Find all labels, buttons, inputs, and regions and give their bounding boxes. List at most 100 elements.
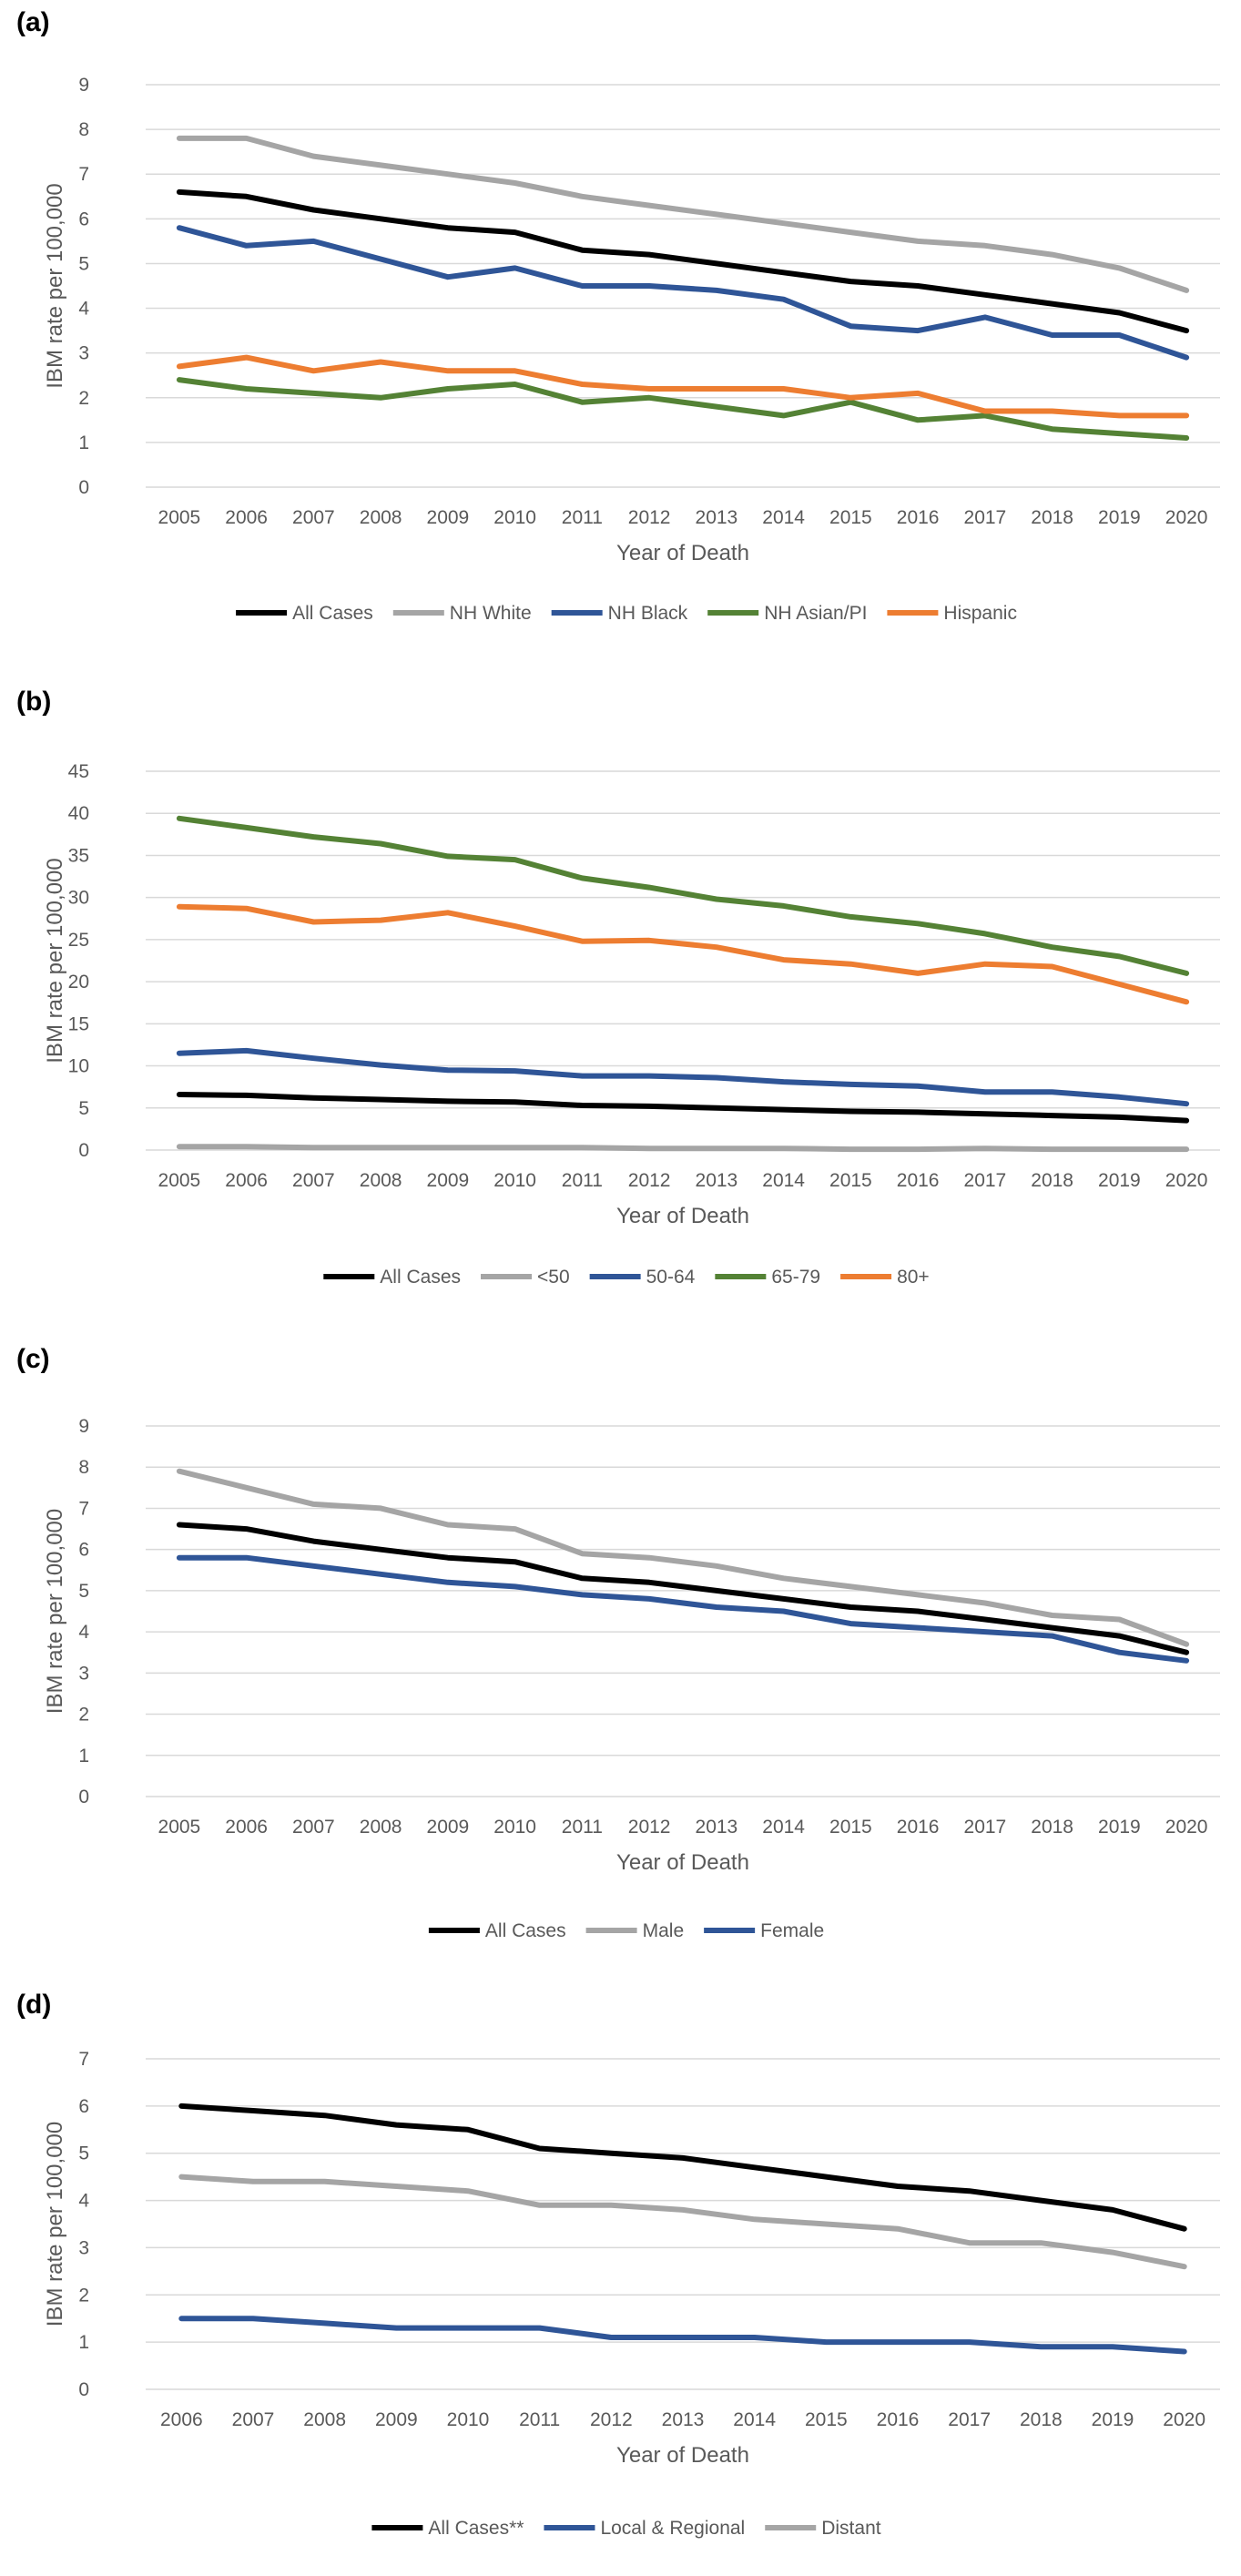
x-tick-label: 2017 [964,1170,1007,1191]
line-chart-c: 0 1 2 3 4 5 6 7 8 9 2005 2006 2007 2008 2009 2010 2011 20… [43,1416,1220,1941]
x-tick-label: 2009 [375,2409,418,2430]
legend: All Cases <50 50-64 65-79 80+ [323,1267,930,1288]
y-tick-label: 35 [68,845,89,866]
x-tick-label: 2011 [519,2409,560,2430]
series-line [176,1522,1190,1655]
legend-item: Distant [765,2518,881,2539]
legend-item: Female [704,1920,824,1941]
y-tick-label: 4 [78,1622,89,1643]
x-tick-label: 2015 [829,1170,872,1191]
y-tick-label: 5 [78,1581,89,1602]
x-tick-label: 2015 [829,1817,872,1838]
legend-label: 50-64 [646,1267,696,1288]
y-axis-title: IBM rate per 100,000 [43,1509,67,1714]
x-tick-label: 2020 [1165,1817,1208,1838]
x-tick-label: 2014 [762,1817,805,1838]
series-line [176,1144,1190,1153]
x-tick-label: 2005 [158,1170,201,1191]
y-tick-label: 7 [78,164,89,185]
y-tick-label: 2 [78,388,89,409]
y-axis-title: IBM rate per 100,000 [43,2122,67,2327]
y-tick-label: 7 [78,2049,89,2070]
gridlines [146,84,1220,488]
y-tick-label: 2 [78,1705,89,1726]
series-line [176,1047,1190,1107]
series-line [176,815,1190,976]
x-tick-label: 2015 [829,507,872,528]
y-tick-label: 3 [78,2237,89,2258]
y-tick-label: 1 [78,433,89,453]
x-tick-label: 2018 [1031,507,1073,528]
x-tick-label: 2019 [1098,1170,1141,1191]
line-chart-b: 0 5 10 15 20 25 30 35 40 45 2005 2006 2007 2008 2009 20… [43,761,1220,1288]
series-line [176,903,1190,1005]
legend-label: Female [760,1920,824,1941]
x-tick-label: 2020 [1163,2409,1205,2430]
gridlines [146,1425,1220,1797]
x-tick-label: 2007 [292,507,335,528]
legend-item: All Cases [236,603,373,624]
x-tick-label: 2020 [1165,1170,1208,1191]
y-tick-label: 40 [68,803,89,824]
x-tick-label: 2009 [427,1817,470,1838]
x-tick-label: 2013 [662,2409,705,2430]
x-axis-title: Year of Death [616,2443,749,2468]
x-tick-label: 2010 [493,507,536,528]
legend-label: NH White [450,603,532,624]
y-tick-label: 6 [78,209,89,229]
x-tick-label: 2005 [158,1817,201,1838]
legend-item: 65-79 [715,1267,820,1288]
x-tick-label: 2016 [897,1817,940,1838]
legend: All Cases NH White NH Black NH Asian/PI Hisp… [236,603,1017,624]
x-tick-label: 2006 [225,1170,268,1191]
y-tick-label: 20 [68,972,89,993]
x-tick-label: 2014 [733,2409,776,2430]
legend: All Cases Male Female [428,1920,824,1941]
x-tick-label: 2014 [762,1170,805,1191]
x-tick-label: 2010 [447,2409,490,2430]
legend-item: NH Black [551,603,688,624]
y-axis-title: IBM rate per 100,000 [43,858,67,1063]
y-tick-label: 0 [78,2379,89,2400]
panel-label: (c) [16,1344,50,1374]
x-tick-label: 2006 [225,507,268,528]
x-tick-label: 2016 [897,1170,940,1191]
y-tick-label: 5 [78,2143,89,2164]
y-tick-label: 4 [78,2191,89,2212]
x-tick-label: 2019 [1098,1817,1141,1838]
x-tick-label: 2008 [303,2409,346,2430]
chart-panel-a: (a) 0 1 2 3 4 5 6 7 8 9 2005 2006 2007 2008 2009 2010 20… [0,0,1241,637]
y-tick-label: 7 [78,1498,89,1519]
y-tick-label: 9 [78,1416,89,1437]
x-tick-label: 2017 [964,1817,1007,1838]
x-tick-label: 2006 [160,2409,203,2430]
x-tick-label: 2008 [360,1170,402,1191]
legend-item: All Cases** [371,2518,524,2539]
series-line [176,135,1190,293]
legend-label: Male [643,1920,685,1941]
legend: All Cases** Local & Regional Distant [371,2518,881,2539]
x-tick-label: 2011 [562,1170,603,1191]
x-tick-label: 2008 [360,1817,402,1838]
y-tick-label: 10 [68,1056,89,1077]
series-line [176,354,1190,419]
x-tick-label: 2011 [562,1817,603,1838]
legend-label: All Cases [292,603,373,624]
legend-label: Local & Regional [600,2518,745,2539]
legend-label: 80+ [897,1267,930,1288]
y-tick-label: 0 [78,1140,89,1161]
y-tick-label: 45 [68,761,89,782]
chart-panel-c: (c) 0 1 2 3 4 5 6 7 8 9 2005 2006 2007 2008 2009 2010 20… [0,1316,1241,1971]
legend-label: NH Asian/PI [764,603,867,624]
series-line [178,2174,1187,2270]
x-tick-label: 2012 [628,1817,671,1838]
line-chart-d: 0 1 2 3 4 5 6 7 2006 2007 2008 2009 2010 2011 2012 2013… [43,2049,1220,2539]
x-tick-label: 2012 [590,2409,633,2430]
legend-label: 65-79 [771,1267,820,1288]
series-line [176,188,1190,334]
x-axis-title: Year of Death [616,1850,749,1875]
y-tick-label: 1 [78,2332,89,2353]
series-line [176,377,1190,441]
x-tick-label: 2013 [696,1170,738,1191]
legend-item: All Cases [428,1920,566,1941]
